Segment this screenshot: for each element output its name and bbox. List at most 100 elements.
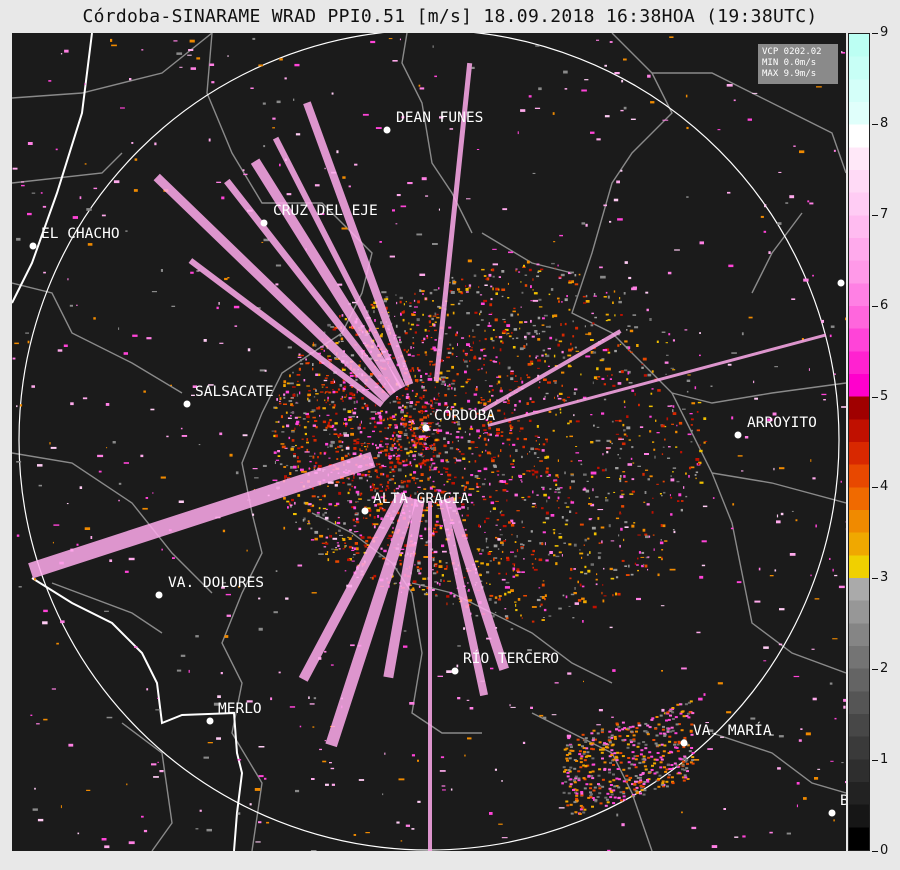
echo-pixel bbox=[473, 393, 478, 396]
echo-pixel bbox=[436, 316, 440, 319]
echo-pixel bbox=[599, 542, 603, 544]
city-dot-east-edge bbox=[837, 279, 845, 287]
echo-pixel bbox=[632, 314, 637, 316]
echo-pixel bbox=[347, 558, 351, 562]
echo-pixel bbox=[623, 538, 625, 542]
echo-pixel bbox=[593, 424, 595, 427]
echo-pixel bbox=[497, 598, 501, 601]
echo-pixel bbox=[570, 501, 575, 504]
echo-pixel bbox=[567, 396, 570, 398]
echo-pixel bbox=[608, 730, 612, 733]
echo-pixel bbox=[435, 593, 438, 596]
echo-pixel bbox=[763, 660, 767, 662]
echo-pixel bbox=[507, 591, 511, 594]
echo-pixel bbox=[495, 524, 498, 526]
echo-pixel bbox=[500, 514, 505, 517]
echo-pixel bbox=[655, 734, 659, 737]
echo-pixel bbox=[434, 523, 438, 527]
echo-pixel bbox=[600, 275, 606, 279]
echo-pixel bbox=[561, 350, 564, 354]
echo-pixel bbox=[356, 531, 359, 532]
echo-pixel bbox=[605, 746, 608, 749]
echo-pixel bbox=[637, 722, 641, 725]
echo-pixel bbox=[345, 422, 348, 426]
echo-pixel bbox=[172, 557, 175, 559]
echo-pixel bbox=[275, 570, 278, 572]
echo-pixel bbox=[433, 443, 436, 446]
echo-pixel bbox=[658, 774, 662, 777]
echo-pixel bbox=[524, 284, 528, 287]
echo-pixel bbox=[479, 454, 481, 457]
echo-pixel bbox=[381, 333, 383, 336]
echo-pixel bbox=[500, 541, 504, 544]
echo-pixel bbox=[315, 373, 319, 376]
echo-pixel bbox=[76, 304, 78, 306]
echo-pixel bbox=[461, 476, 464, 479]
echo-pixel bbox=[396, 194, 401, 197]
echo-pixel bbox=[161, 548, 163, 551]
echo-pixel bbox=[258, 597, 261, 600]
echo-pixel bbox=[438, 565, 443, 568]
echo-pixel bbox=[283, 380, 287, 384]
echo-pixel bbox=[427, 448, 430, 450]
echo-pixel bbox=[312, 455, 315, 459]
echo-pixel bbox=[42, 621, 48, 625]
echo-pixel bbox=[562, 766, 566, 769]
echo-pixel bbox=[335, 450, 339, 453]
echo-pixel bbox=[538, 87, 542, 91]
echo-pixel bbox=[651, 370, 654, 373]
echo-pixel bbox=[375, 444, 377, 447]
echo-pixel bbox=[399, 338, 401, 341]
echo-pixel bbox=[572, 617, 575, 619]
echo-pixel bbox=[527, 540, 532, 542]
echo-pixel bbox=[472, 341, 474, 345]
echo-pixel bbox=[689, 413, 693, 415]
echo-pixel bbox=[18, 586, 22, 588]
echo-pixel bbox=[82, 397, 88, 400]
echo-pixel bbox=[726, 84, 733, 87]
echo-pixel bbox=[491, 389, 494, 392]
echo-pixel bbox=[425, 447, 429, 450]
echo-pixel bbox=[342, 176, 346, 179]
echo-pixel bbox=[488, 427, 491, 430]
echo-pixel bbox=[27, 212, 32, 216]
echo-pixel bbox=[434, 75, 437, 78]
echo-pixel bbox=[343, 350, 345, 353]
echo-pixel bbox=[404, 544, 408, 547]
echo-pixel bbox=[529, 360, 534, 363]
echo-pixel bbox=[514, 380, 518, 382]
colorbar-tick bbox=[872, 33, 878, 34]
echo-pixel bbox=[545, 392, 549, 395]
echo-pixel bbox=[259, 369, 265, 372]
echo-pixel bbox=[681, 758, 685, 761]
echo-pixel bbox=[339, 434, 343, 437]
echo-pixel bbox=[460, 385, 465, 388]
echo-pixel bbox=[274, 434, 278, 438]
echo-pixel bbox=[639, 773, 643, 776]
echo-pixel bbox=[403, 414, 408, 418]
echo-pixel bbox=[347, 536, 349, 538]
echo-pixel bbox=[557, 397, 562, 400]
echo-pixel bbox=[687, 716, 691, 719]
echo-pixel bbox=[499, 529, 502, 531]
colorbar-tick-label: 2 bbox=[880, 661, 889, 677]
echo-pixel bbox=[732, 503, 735, 506]
echo-pixel bbox=[579, 552, 584, 555]
echo-pixel bbox=[303, 379, 306, 382]
echo-pixel bbox=[495, 287, 499, 291]
echo-pixel bbox=[598, 542, 601, 544]
echo-pixel bbox=[250, 87, 254, 89]
echo-pixel bbox=[600, 526, 605, 529]
echo-pixel bbox=[627, 463, 633, 466]
echo-pixel bbox=[777, 222, 782, 225]
echo-pixel bbox=[616, 813, 619, 817]
echo-pixel bbox=[681, 768, 685, 771]
echo-pixel bbox=[687, 701, 691, 704]
echo-pixel bbox=[538, 448, 541, 451]
echo-pixel bbox=[580, 794, 584, 797]
city-label-cruz-del-eje: CRUZ DEL EJE bbox=[273, 203, 378, 219]
echo-pixel bbox=[423, 556, 429, 558]
echo-pixel bbox=[391, 434, 394, 437]
echo-pixel bbox=[222, 529, 226, 533]
echo-pixel bbox=[778, 171, 782, 173]
